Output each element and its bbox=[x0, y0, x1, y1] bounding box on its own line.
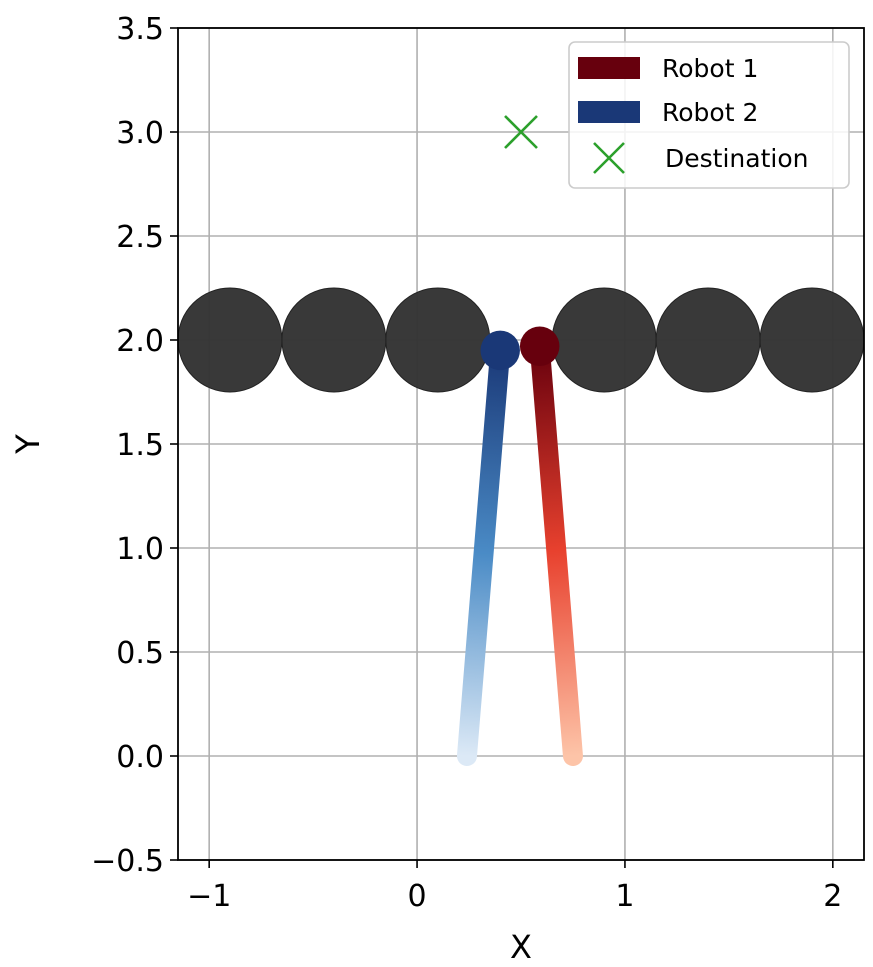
x-tick-label: 2 bbox=[823, 879, 842, 914]
x-tick-label: 0 bbox=[408, 879, 427, 914]
obstacle bbox=[178, 287, 283, 393]
y-tick-label: 1.0 bbox=[116, 532, 164, 567]
y-axis-label: Y bbox=[9, 434, 47, 455]
y-tick-label: −0.5 bbox=[91, 844, 164, 879]
y-tick-label: 2.5 bbox=[116, 220, 164, 255]
y-tick-label: 0.0 bbox=[116, 740, 164, 775]
obstacle bbox=[759, 287, 864, 393]
x-tick-label: −1 bbox=[187, 879, 231, 914]
y-tick-label: 1.5 bbox=[116, 428, 164, 463]
legend-label-robot-2: Robot 2 bbox=[662, 98, 758, 127]
x-axis-label: X bbox=[510, 928, 532, 966]
robot-1-trajectory bbox=[529, 336, 583, 766]
legend: Robot 1 Robot 2 Destination bbox=[568, 41, 850, 189]
legend-swatch-robot-1 bbox=[578, 57, 640, 79]
obstacle bbox=[385, 287, 491, 393]
legend-swatch-robot-2 bbox=[578, 101, 640, 123]
y-tick-label: 0.5 bbox=[116, 636, 164, 671]
legend-label-robot-1: Robot 1 bbox=[662, 54, 758, 83]
y-tick-label: 3.0 bbox=[116, 116, 164, 151]
y-tick-label: 3.5 bbox=[116, 12, 164, 47]
axes-ticks: −1 0 1 2 −0.5 0.0 0.5 1.0 1.5 2.0 2.5 3.0 3.5 bbox=[91, 12, 842, 914]
y-tick-label: 2.0 bbox=[116, 324, 164, 359]
legend-label-destination: Destination bbox=[665, 144, 808, 173]
obstacle bbox=[655, 287, 761, 393]
obstacle bbox=[281, 287, 387, 393]
destination-marker bbox=[504, 115, 538, 149]
x-tick-label: 1 bbox=[615, 879, 634, 914]
robot-2-trajectory bbox=[456, 340, 511, 766]
obstacle bbox=[551, 287, 657, 393]
robot-2-marker bbox=[480, 330, 520, 371]
robot-1-marker bbox=[519, 326, 560, 366]
plot-area bbox=[178, 115, 864, 766]
legend-destination-marker bbox=[593, 142, 625, 174]
